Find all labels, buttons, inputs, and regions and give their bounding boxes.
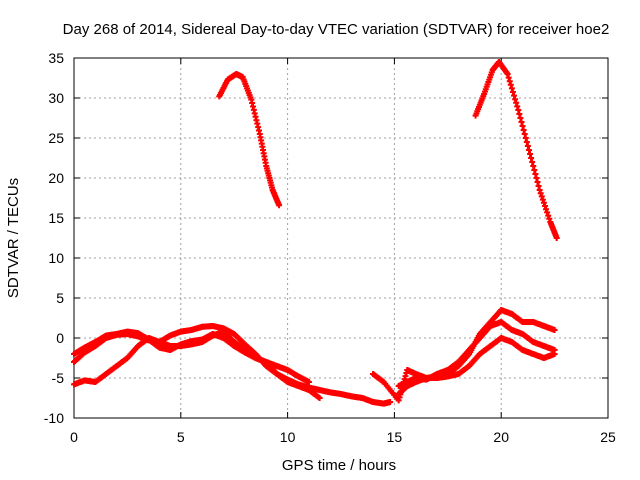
data-point bbox=[532, 171, 539, 177]
data-point bbox=[534, 179, 541, 185]
data-point bbox=[515, 107, 522, 113]
y-tick-label: 20 bbox=[48, 170, 64, 186]
data-point bbox=[504, 71, 511, 77]
data-point bbox=[508, 85, 515, 92]
data-point bbox=[305, 379, 312, 385]
data-point bbox=[538, 193, 545, 200]
data-point bbox=[507, 81, 514, 88]
data-point bbox=[553, 235, 560, 241]
data-point bbox=[505, 74, 512, 81]
data-point bbox=[522, 135, 529, 141]
data-point bbox=[541, 203, 548, 209]
x-tick-label: 10 bbox=[280, 429, 296, 445]
data-point bbox=[387, 399, 394, 405]
data-point bbox=[509, 89, 516, 95]
plot-frame bbox=[73, 57, 609, 419]
y-tick-label: 25 bbox=[48, 130, 64, 146]
data-point bbox=[511, 92, 518, 99]
y-tick-label: -5 bbox=[52, 370, 65, 386]
data-point bbox=[543, 206, 550, 213]
x-tick-label: 20 bbox=[493, 429, 509, 445]
data-point bbox=[551, 351, 558, 357]
data-point bbox=[536, 187, 543, 193]
data-point bbox=[529, 159, 536, 165]
y-tick-label: 5 bbox=[56, 290, 64, 306]
series-arc-2 bbox=[472, 59, 560, 241]
y-tick-label: 35 bbox=[48, 50, 64, 66]
data-point bbox=[276, 202, 283, 209]
axis-ticks: 0 5 10 15 20 25 -10 -5 0 5 10 15 20 25 30 35 bbox=[44, 50, 616, 445]
y-tick-label: 10 bbox=[48, 250, 64, 266]
x-tick-label: 15 bbox=[387, 429, 403, 445]
data-point bbox=[517, 115, 524, 121]
x-axis-label: GPS time / hours bbox=[282, 457, 396, 474]
data-point bbox=[519, 123, 526, 129]
data-point bbox=[530, 163, 537, 169]
data-point bbox=[512, 96, 519, 103]
y-tick-label: -10 bbox=[44, 410, 64, 426]
data-point bbox=[520, 127, 527, 133]
data-point bbox=[524, 143, 531, 149]
data-series bbox=[71, 59, 560, 407]
y-tick-label: 30 bbox=[48, 90, 64, 106]
series-cluster-c bbox=[71, 328, 312, 385]
data-point bbox=[544, 209, 551, 216]
data-point bbox=[518, 119, 525, 125]
data-point bbox=[546, 215, 553, 222]
y-tick-label: 15 bbox=[48, 210, 64, 226]
x-tick-label: 25 bbox=[600, 429, 616, 445]
data-point bbox=[516, 111, 523, 117]
data-point bbox=[528, 155, 535, 161]
y-tick-label: 0 bbox=[56, 330, 64, 346]
x-tick-label: 0 bbox=[70, 429, 78, 445]
data-point bbox=[551, 327, 558, 333]
y-axis-label: SDTVAR / TECUs bbox=[5, 178, 22, 298]
data-point bbox=[514, 103, 521, 110]
data-point bbox=[513, 99, 520, 106]
x-tick-label: 5 bbox=[177, 429, 185, 445]
grid bbox=[74, 58, 608, 418]
series-arc-1 bbox=[216, 71, 283, 209]
data-point bbox=[540, 199, 547, 206]
data-point bbox=[537, 190, 544, 197]
data-point bbox=[523, 139, 530, 145]
data-point bbox=[539, 196, 546, 203]
data-point bbox=[521, 131, 528, 137]
data-point bbox=[506, 78, 513, 85]
data-point bbox=[533, 175, 540, 181]
chart-title: Day 268 of 2014, Sidereal Day-to-day VTE… bbox=[63, 21, 610, 38]
data-point bbox=[316, 395, 323, 401]
data-point bbox=[535, 183, 542, 189]
data-point bbox=[531, 167, 538, 173]
data-point bbox=[525, 147, 532, 153]
series-cluster-f bbox=[395, 335, 558, 397]
data-point bbox=[527, 151, 534, 157]
data-point bbox=[545, 212, 552, 219]
